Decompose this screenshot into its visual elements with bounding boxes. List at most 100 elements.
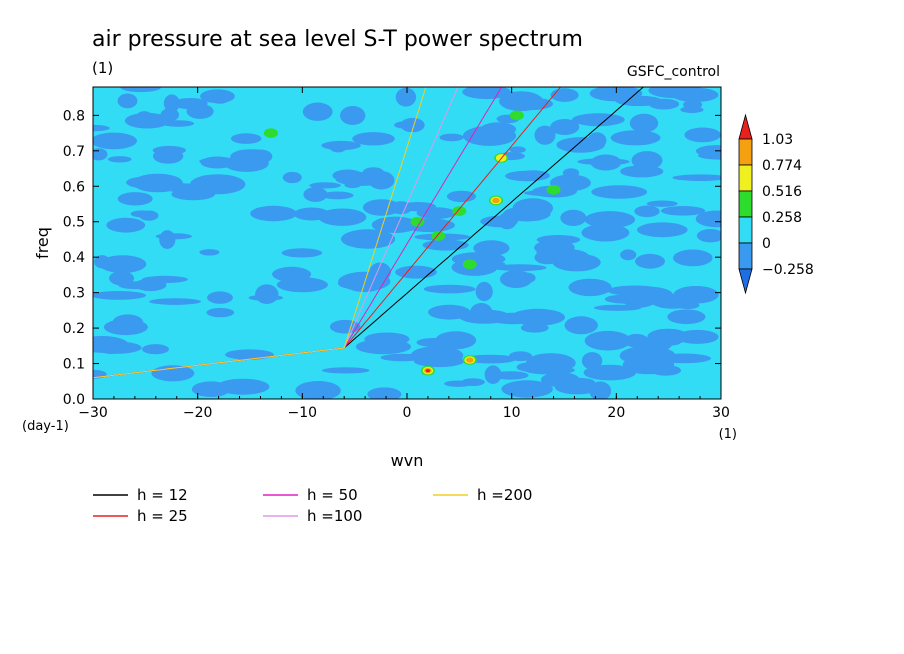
legend: h = 12 h = 25 h = 50 h =100 h =200 xyxy=(93,486,532,525)
plot-area xyxy=(93,87,721,399)
field-patch xyxy=(480,215,518,228)
field-patch xyxy=(139,210,159,221)
field-patch xyxy=(501,380,553,398)
field-patch xyxy=(642,335,673,352)
field-patch xyxy=(672,174,721,181)
field-patch xyxy=(362,167,385,179)
field-patch xyxy=(161,120,195,127)
field-patch xyxy=(560,209,587,226)
colorbar-label: 0.774 xyxy=(762,158,802,174)
field-patch xyxy=(499,270,533,288)
field-patch xyxy=(416,207,457,219)
hotspot-ring xyxy=(425,369,431,373)
legend-label: h =100 xyxy=(307,507,362,525)
hotspot-ring xyxy=(509,110,524,121)
hotspot xyxy=(546,184,561,195)
field-patch xyxy=(667,309,706,325)
field-patch xyxy=(475,281,493,302)
hotspot-ring xyxy=(410,216,425,227)
field-patch xyxy=(151,365,195,382)
field-patch xyxy=(149,298,202,305)
y-tick-label: 0.1 xyxy=(63,357,85,373)
field-patch xyxy=(549,174,591,192)
field-patch xyxy=(673,286,719,304)
field-patch xyxy=(534,239,575,256)
field-patch xyxy=(395,87,417,107)
field-patch xyxy=(302,102,333,121)
field-patch xyxy=(163,94,180,113)
x-tick-label: 30 xyxy=(712,405,730,421)
hotspot xyxy=(263,128,278,138)
x-tick-label: 20 xyxy=(607,405,625,421)
hotspot-ring xyxy=(466,357,474,363)
field-patch xyxy=(581,352,603,370)
hotspot-ring xyxy=(546,184,561,195)
field-patch xyxy=(208,90,231,104)
field-patch xyxy=(696,229,721,243)
field-patch xyxy=(673,249,713,267)
field-patch xyxy=(583,364,636,381)
y-tick-label: 0.0 xyxy=(63,392,85,408)
field-patch xyxy=(118,281,152,290)
field-patch xyxy=(394,121,413,129)
colorbar-label: 1.03 xyxy=(762,132,793,148)
field-patch xyxy=(695,145,721,158)
field-patch xyxy=(584,330,631,351)
field-patch xyxy=(508,351,533,362)
field-patch xyxy=(571,113,625,127)
colorbar-label: 0.258 xyxy=(762,210,802,226)
field-patch xyxy=(367,387,402,399)
field-patch xyxy=(516,170,550,181)
field-patch xyxy=(230,133,262,144)
field-patch xyxy=(224,155,269,172)
legend-label: h = 12 xyxy=(137,486,188,504)
field-patch xyxy=(439,133,464,142)
field-patch xyxy=(371,216,419,233)
field-patch xyxy=(620,165,664,178)
field-patch xyxy=(577,158,630,166)
field-patch xyxy=(330,143,347,153)
field-patch xyxy=(552,253,601,272)
field-patch xyxy=(589,87,643,102)
chart-title: air pressure at sea level S-T power spec… xyxy=(92,27,583,52)
field-patch xyxy=(362,199,401,216)
colorbar-box xyxy=(738,216,753,244)
field-patch xyxy=(142,344,169,355)
x-axis-unit: (1) xyxy=(719,427,737,442)
y-axis: 0.0 0.1 0.2 0.3 0.4 0.5 0.6 0.7 0.8 xyxy=(63,108,721,408)
field-patch xyxy=(171,188,216,201)
field-patch xyxy=(684,127,721,143)
field-patch xyxy=(255,284,279,305)
colorbar-label: 0.516 xyxy=(762,184,802,200)
y-axis-unit: (day-1) xyxy=(22,419,69,434)
field-patch xyxy=(321,367,370,374)
field-patch xyxy=(620,249,637,261)
field-patch xyxy=(470,303,493,322)
field-patch xyxy=(646,200,678,207)
field-patch xyxy=(344,182,361,189)
x-tick-label: −30 xyxy=(78,405,108,421)
dispersion-curves xyxy=(93,87,645,379)
field-patch xyxy=(550,88,579,102)
run-label: GSFC_control xyxy=(627,64,720,80)
colorbar: 1.03 0.774 0.516 0.258 0 −0.258 xyxy=(738,113,814,295)
field-patch xyxy=(534,125,556,145)
field-patch xyxy=(340,106,366,125)
field-patch xyxy=(321,191,354,200)
field-patch xyxy=(225,349,274,360)
field-patch xyxy=(520,323,549,333)
field-patch xyxy=(610,130,661,146)
y-tick-label: 0.7 xyxy=(63,144,85,160)
field-patch xyxy=(303,187,328,202)
hotspot xyxy=(488,195,503,206)
colorbar-box xyxy=(738,138,753,166)
field-patch xyxy=(309,182,341,189)
field-patch xyxy=(584,211,636,229)
field-patch xyxy=(99,255,147,273)
field-patch xyxy=(94,255,111,269)
field-patch xyxy=(638,255,661,268)
legend-label: h = 25 xyxy=(137,507,188,525)
curve-200 xyxy=(93,87,427,379)
hotspot xyxy=(509,110,524,121)
